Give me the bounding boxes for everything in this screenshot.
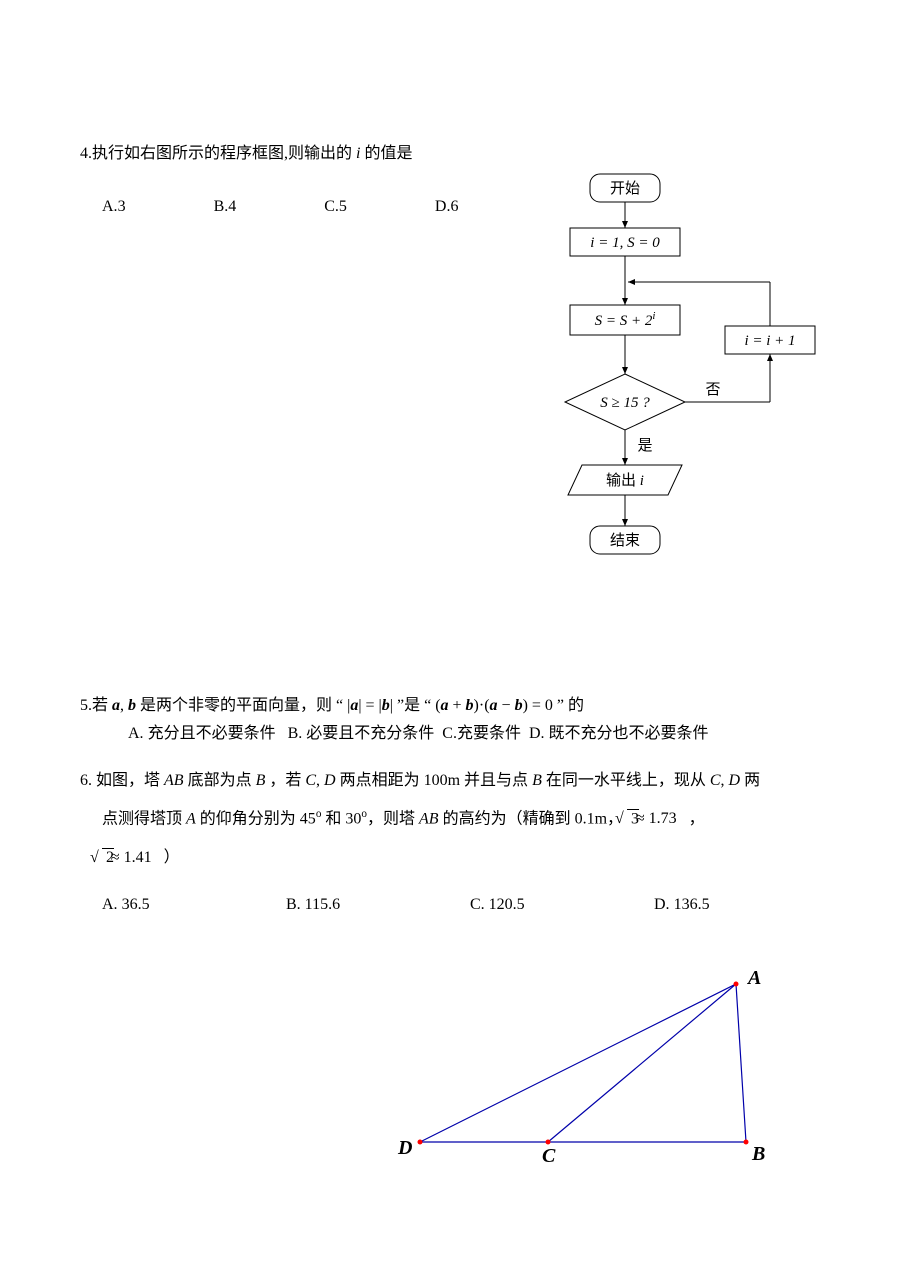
q5-option-d: 既不充分也不必要条件 [549, 725, 709, 742]
question-4: 4.执行如右图所示的程序框图,则输出的 i 的值是 A.3 B.4 C.5 D.… [80, 140, 840, 222]
node-start-label: 开始 [610, 180, 640, 197]
node-init-label: i = 1, S = 0 [590, 235, 660, 251]
node-end-label: 结束 [610, 532, 640, 549]
point-b [744, 1140, 749, 1145]
exam-page: 4.执行如右图所示的程序框图,则输出的 i 的值是 A.3 B.4 C.5 D.… [0, 0, 920, 1274]
q4-stem: 4.执行如右图所示的程序框图,则输出的 i 的值是 [80, 140, 840, 169]
point-a [734, 982, 739, 987]
label-c: C [542, 1145, 556, 1167]
q6-option-b: B. 115.6 [286, 891, 466, 920]
q5-option-a: 充分且不必要条件 [148, 725, 276, 742]
point-d [418, 1140, 423, 1145]
q6-option-a: A. 36.5 [102, 891, 282, 920]
q6-option-d: D. 136.5 [654, 891, 834, 920]
question-6: 6. 如图，塔 AB 底部为点 B ，若 C, D 两点相距为 100m 并且与… [80, 767, 840, 920]
q5-option-b: 必要且不充分条件 [306, 725, 434, 742]
node-cond-label: S ≥ 15 ? [600, 395, 650, 411]
label-yes: 是 [637, 438, 652, 454]
node-out-label: 输出 i [606, 472, 644, 489]
q6-line2: 点测得塔顶 A 的仰角分别为 45o 和 30o，则塔 AB 的高约为（精确到 … [80, 804, 840, 834]
q4-option-b: B.4 [214, 198, 279, 215]
question-5: 5.若 a, b 是两个非零的平面向量，则 “ |a| = |b| ”是 “ (… [80, 692, 840, 750]
triangle-svg: A B C D [390, 970, 790, 1180]
label-d: D [397, 1137, 412, 1159]
q5-stem: 5.若 a, b 是两个非零的平面向量，则 “ |a| = |b| ”是 “ (… [80, 692, 840, 721]
flowchart-svg: 开始 i = 1, S = 0 S = S + 2i S ≥ 15 ? [470, 170, 850, 580]
label-a: A [746, 970, 761, 989]
label-b: B [751, 1143, 765, 1165]
q4-option-c: C.5 [324, 198, 389, 215]
q6-line3: 2√≈ 1.41） [80, 844, 840, 873]
q6-options: A. 36.5 B. 115.6 C. 120.5 D. 136.5 [80, 891, 840, 920]
label-no: 否 [705, 382, 720, 398]
q4-option-a: A.3 [102, 198, 168, 215]
triangle-outline [420, 984, 746, 1142]
triangle-ac [548, 984, 736, 1142]
q6-option-c: C. 120.5 [470, 891, 650, 920]
q6-line1: 6. 如图，塔 AB 底部为点 B ，若 C, D 两点相距为 100m 并且与… [80, 767, 840, 796]
node-inc-label: i = i + 1 [744, 333, 795, 349]
node-calc-label: S = S + 2i [595, 310, 656, 329]
q5-option-c: 充要条件 [457, 725, 521, 742]
q5-options: A. 充分且不必要条件 B. 必要且不充分条件 C.充要条件 D. 既不充分也不… [80, 720, 840, 749]
point-c [546, 1140, 551, 1145]
